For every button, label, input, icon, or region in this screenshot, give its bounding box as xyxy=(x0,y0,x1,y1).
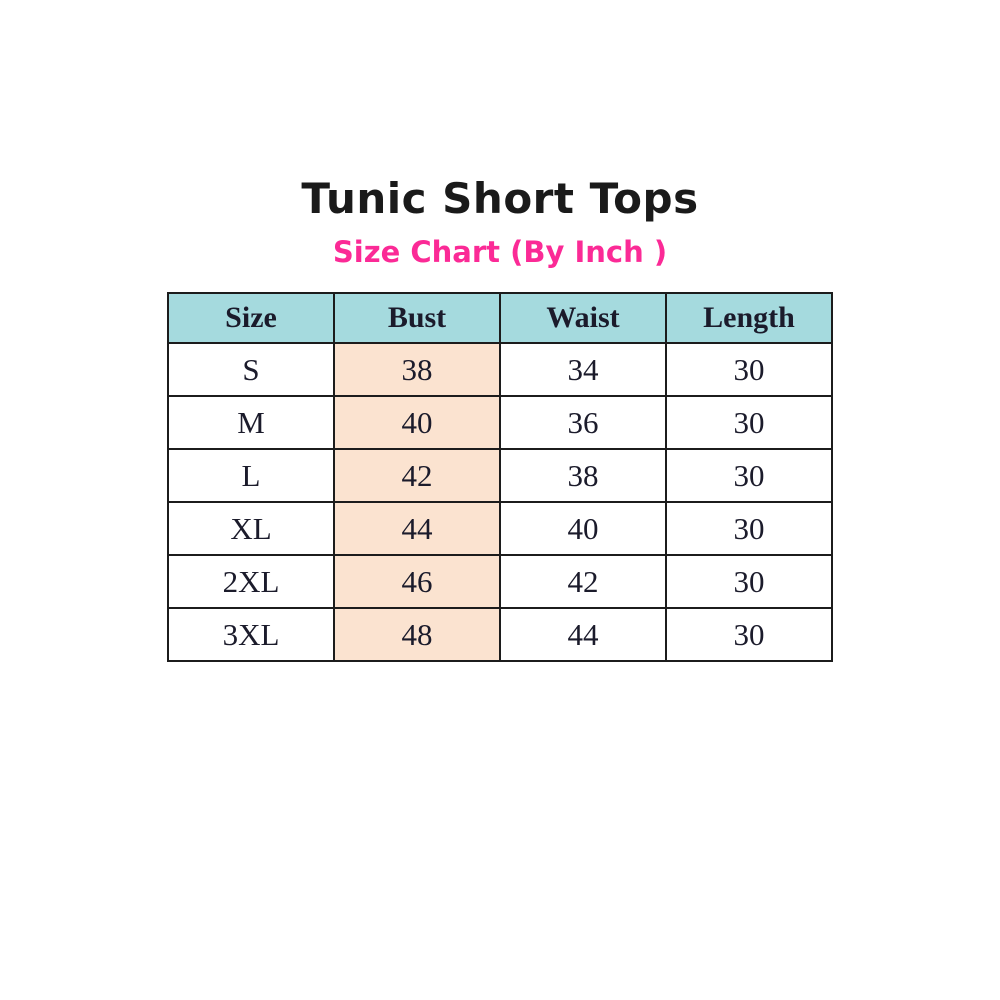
cell-waist: 38 xyxy=(499,448,667,503)
page-subtitle: Size Chart (By Inch ) xyxy=(332,235,668,269)
column-header-size: Size xyxy=(167,292,335,344)
cell-bust: 42 xyxy=(333,448,501,503)
table-row-m: M 40 36 30 xyxy=(167,395,833,450)
cell-size: S xyxy=(167,342,335,397)
table-header: Size Bust Waist Length xyxy=(167,292,833,344)
table-row-s: S 38 34 30 xyxy=(167,342,833,397)
size-chart-table: Size Bust Waist Length S 38 34 30 M 40 3… xyxy=(167,292,833,662)
cell-size: L xyxy=(167,448,335,503)
column-header-waist: Waist xyxy=(499,292,667,344)
cell-size: 2XL xyxy=(167,554,335,609)
table-row-l: L 42 38 30 xyxy=(167,448,833,503)
header-row: Size Bust Waist Length xyxy=(167,292,833,344)
cell-length: 30 xyxy=(665,607,833,662)
cell-waist: 36 xyxy=(499,395,667,450)
table-row-xl: XL 44 40 30 xyxy=(167,501,833,556)
cell-size: 3XL xyxy=(167,607,335,662)
cell-waist: 40 xyxy=(499,501,667,556)
cell-length: 30 xyxy=(665,448,833,503)
cell-waist: 44 xyxy=(499,607,667,662)
cell-waist: 42 xyxy=(499,554,667,609)
page-title: Tunic Short Tops xyxy=(301,174,699,223)
table-row-2xl: 2XL 46 42 30 xyxy=(167,554,833,609)
cell-bust: 48 xyxy=(333,607,501,662)
cell-size: M xyxy=(167,395,335,450)
cell-bust: 44 xyxy=(333,501,501,556)
cell-bust: 40 xyxy=(333,395,501,450)
cell-length: 30 xyxy=(665,342,833,397)
cell-bust: 38 xyxy=(333,342,501,397)
table-row-3xl: 3XL 48 44 30 xyxy=(167,607,833,662)
column-header-length: Length xyxy=(665,292,833,344)
cell-length: 30 xyxy=(665,395,833,450)
cell-size: XL xyxy=(167,501,335,556)
cell-waist: 34 xyxy=(499,342,667,397)
column-header-bust: Bust xyxy=(333,292,501,344)
table-body: S 38 34 30 M 40 36 30 L 42 38 30 XL 44 4… xyxy=(167,342,833,662)
cell-length: 30 xyxy=(665,501,833,556)
cell-bust: 46 xyxy=(333,554,501,609)
cell-length: 30 xyxy=(665,554,833,609)
